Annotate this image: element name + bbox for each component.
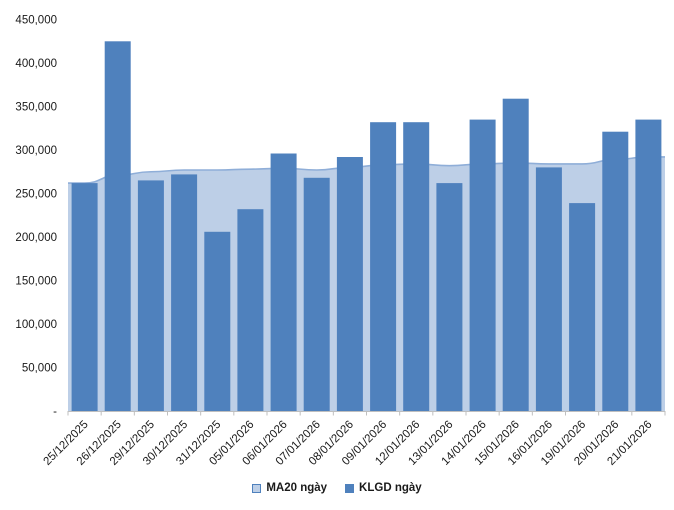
- y-axis-label: 350,000: [15, 102, 57, 114]
- volume-bar: [602, 131, 629, 411]
- volume-bar: [204, 231, 231, 411]
- y-axis-label: 100,000: [15, 319, 57, 331]
- volume-bar: [436, 183, 463, 411]
- ma20-series-swatch-icon: [252, 483, 262, 493]
- legend-item-ma20: MA20 ngày: [252, 482, 327, 494]
- volume-bar: [403, 122, 430, 411]
- volume-bar: [104, 41, 131, 412]
- volume-bar: [237, 209, 264, 411]
- y-axis-label: 450,000: [15, 15, 57, 27]
- volume-bar: [71, 183, 98, 411]
- y-axis-label: 250,000: [15, 189, 57, 201]
- legend-label-ma20: MA20 ngày: [266, 482, 328, 494]
- volume-bar: [270, 153, 297, 411]
- ma20-line: [68, 156, 665, 184]
- volume-bar: [137, 180, 164, 411]
- y-axis-label: 150,000: [15, 276, 57, 288]
- klgd-series-swatch-icon: [345, 483, 355, 493]
- volume-bar: [171, 174, 198, 411]
- y-axis-label: 200,000: [15, 232, 57, 244]
- volume-bar: [535, 167, 562, 411]
- chart-legend: MA20 ngày KLGD ngày: [0, 482, 674, 494]
- y-axis-label: 300,000: [15, 145, 57, 157]
- legend-item-klgd: KLGD ngày: [345, 482, 422, 494]
- volume-bar: [635, 119, 662, 411]
- legend-label-klgd: KLGD ngày: [359, 482, 422, 494]
- y-axis-label: 400,000: [15, 58, 57, 70]
- y-axis-label: 50,000: [22, 363, 57, 375]
- volume-bar: [469, 119, 496, 411]
- volume-bar: [370, 122, 397, 411]
- chart-plot-area: 450,000 400,000 350,000 300,000 250,000 200,0…: [15, 15, 666, 468]
- volume-bar: [336, 157, 363, 411]
- volume-bar: [502, 98, 529, 411]
- volume-bar: [569, 203, 596, 411]
- volume-bar: [303, 177, 330, 411]
- y-axis-label: -: [53, 406, 57, 418]
